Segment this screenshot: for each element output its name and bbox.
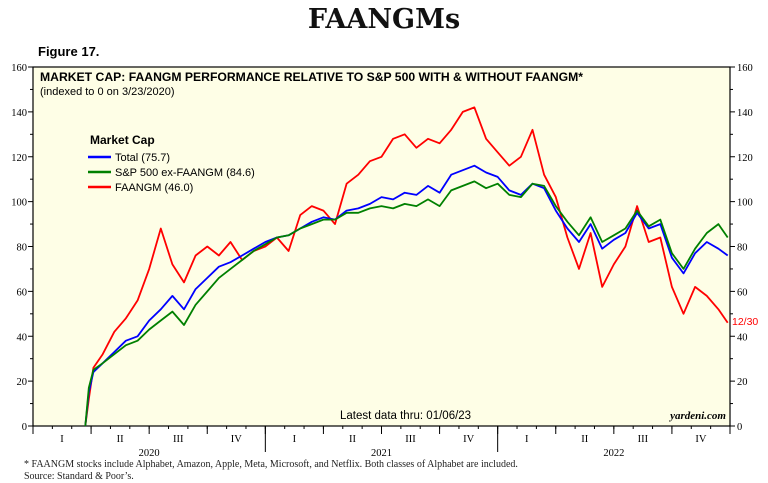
year-label: 2020 (139, 448, 160, 458)
y-tick-label-right: 20 (737, 377, 748, 388)
y-tick-label-right: 140 (737, 108, 753, 119)
credit-text: yardeni.com (668, 410, 726, 422)
year-label: 2021 (371, 448, 392, 458)
quarter-label: I (60, 434, 64, 445)
quarter-label: I (293, 434, 297, 445)
quarter-label: II (349, 434, 356, 445)
y-tick-label-left: 160 (11, 63, 27, 74)
latest-data-note: Latest data thru: 01/06/23 (340, 410, 471, 422)
chart-subtitle: (indexed to 0 on 3/23/2020) (40, 86, 175, 98)
y-tick-label-left: 120 (11, 153, 27, 164)
legend-title: Market Cap (90, 133, 155, 147)
y-tick-label-left: 20 (17, 377, 28, 388)
figure-label: Figure 17. (38, 44, 100, 59)
y-axis: 0 0 20 20 40 40 60 60 80 80 100 100 120 120 140 140 160 1… (11, 63, 753, 433)
y-tick-label-right: 40 (737, 332, 748, 343)
y-tick-label-right: 60 (737, 287, 748, 298)
y-tick-label-left: 40 (17, 332, 28, 343)
quarter-label: IV (231, 434, 242, 445)
quarter-label: II (581, 434, 588, 445)
y-tick-label-left: 80 (17, 243, 28, 254)
y-tick-label-left: 140 (11, 108, 27, 119)
footnote: * FAANGM stocks include Alphabet, Amazon… (24, 459, 518, 483)
y-tick-label-right: 120 (737, 153, 753, 164)
series-lines (84, 106, 729, 427)
quarter-label: III (173, 434, 184, 445)
plot-area (32, 66, 731, 427)
legend-label-ex-faangm: S&P 500 ex-FAANGM (84.6) (115, 167, 255, 179)
series-line-0 (84, 164, 729, 427)
source-text: Source: Standard & Poor’s. (24, 471, 134, 482)
legend-label-faangm: FAANGM (46.0) (115, 182, 193, 194)
year-label: 2022 (603, 448, 624, 458)
series-line-2 (84, 106, 729, 427)
chart-title: MARKET CAP: FAANGM PERFORMANCE RELATIVE … (40, 70, 583, 84)
quarter-label: IV (695, 434, 706, 445)
quarter-label: III (638, 434, 649, 445)
y-tick-label-right: 100 (737, 198, 753, 209)
series-line-1 (84, 180, 729, 427)
quarter-label: II (117, 434, 124, 445)
legend-label-total: Total (75.7) (115, 152, 170, 164)
page-title: FAANGMs (307, 4, 461, 35)
y-tick-label-right: 80 (737, 243, 748, 254)
quarter-label: III (405, 434, 416, 445)
legend: Market Cap Total (75.7) S&P 500 ex-FAANG… (88, 133, 255, 194)
y-tick-label-right: 160 (737, 63, 753, 74)
y-tick-label-left: 60 (17, 287, 28, 298)
y-tick-label-left: 100 (11, 198, 27, 209)
quarter-label: IV (463, 434, 474, 445)
y-tick-label-right: 0 (737, 422, 742, 433)
quarter-label: I (525, 434, 529, 445)
end-date-label: 12/30 (732, 316, 758, 328)
footnote-text: * FAANGM stocks include Alphabet, Amazon… (24, 459, 518, 470)
y-tick-label-left: 0 (22, 422, 27, 433)
